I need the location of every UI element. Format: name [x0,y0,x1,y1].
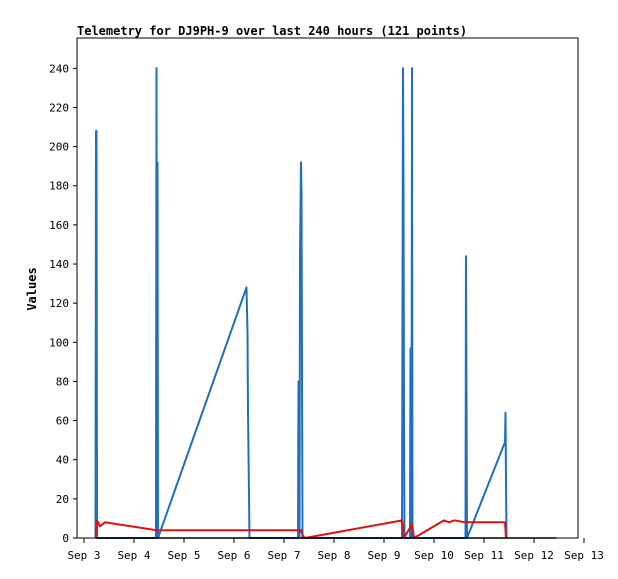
series-layer [94,67,557,539]
x-tick-label: Sep 6 [217,549,250,562]
x-tick-label: Sep 7 [267,549,300,562]
x-tick-label: Sep 9 [367,549,400,562]
y-axis: 0 20 40 60 80 100 120 140 160 180 200 220 240 [49,62,77,545]
x-tick-label: Sep 11 [464,549,504,562]
y-tick-label: 80 [56,375,69,388]
y-tick-label: 160 [49,219,69,232]
y-tick-label: 20 [56,493,69,506]
x-tick-label: Sep 10 [414,549,454,562]
chart-title: Telemetry for DJ9PH-9 over last 240 hour… [77,24,467,38]
x-tick-label: Sep 4 [117,549,150,562]
y-tick-label: 240 [49,62,69,75]
x-tick-label: Sep 5 [167,549,200,562]
y-tick-label: 200 [49,141,69,154]
x-tick-label: Sep 12 [514,549,554,562]
y-tick-label: 140 [49,258,69,271]
series-line-2 [94,519,507,539]
x-axis: Sep 3 Sep 4 Sep 5 Sep 6 Sep 7 Sep 8 Sep 9 Sep 1… [67,538,604,562]
y-tick-label: 0 [62,532,69,545]
y-tick-label: 120 [49,297,69,310]
y-tick-label: 180 [49,180,69,193]
y-tick-label: 40 [56,454,69,467]
y-axis-label: Values [25,267,39,310]
y-tick-label: 60 [56,415,69,428]
y-tick-label: 220 [49,101,69,114]
x-tick-label: Sep 13 [564,549,604,562]
series-line-1 [94,67,508,539]
plot-frame [76,37,579,539]
x-tick-label: Sep 3 [67,549,100,562]
x-tick-label: Sep 8 [317,549,350,562]
y-tick-label: 100 [49,336,69,349]
